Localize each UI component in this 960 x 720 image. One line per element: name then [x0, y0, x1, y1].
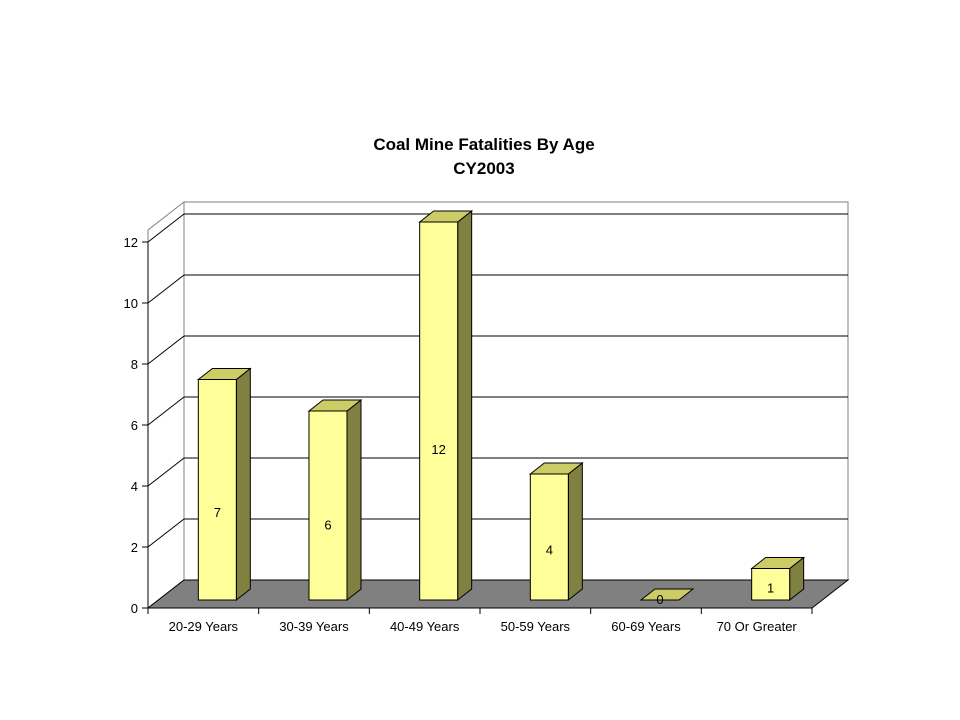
gridline-side — [147, 457, 185, 487]
x-tick-label: 70 Or Greater — [717, 619, 798, 634]
bar-top — [639, 588, 695, 601]
data-label: 1 — [767, 580, 774, 595]
bar-top — [418, 210, 474, 223]
bar-side — [346, 398, 362, 602]
gridline-side — [147, 518, 185, 548]
bar-front — [751, 568, 791, 601]
bar-front — [308, 410, 348, 601]
bar-top — [750, 557, 806, 569]
x-tick-label: 40-49 Years — [390, 619, 460, 634]
y-tick-label: 8 — [131, 357, 138, 372]
y-tick-label: 12 — [124, 235, 138, 250]
x-axis: 20-29 Years 30-39 Years 40-49 Years 50-59 Y… — [147, 607, 813, 634]
gridline-side — [147, 274, 185, 304]
y-tick-label: 6 — [131, 418, 138, 433]
bar-front — [197, 379, 237, 601]
bar — [750, 556, 806, 602]
y-tick-label: 2 — [131, 540, 138, 555]
chart-subtitle: CY2003 — [453, 159, 514, 178]
y-tick-label: 10 — [124, 296, 138, 311]
bar — [307, 398, 363, 602]
side-wall — [147, 200, 185, 610]
bar-side — [235, 367, 251, 602]
bar — [639, 588, 695, 601]
data-label: 4 — [546, 543, 553, 558]
bar-front — [529, 473, 569, 601]
x-tick-label: 30-39 Years — [279, 619, 349, 634]
x-tick-label: 50-59 Years — [501, 619, 571, 634]
y-tick-label: 4 — [131, 479, 138, 494]
floor — [146, 579, 850, 609]
bar-side — [567, 461, 583, 602]
bar — [418, 209, 474, 602]
y-tick-label: 0 — [131, 601, 138, 616]
bar — [196, 367, 252, 602]
bar-top — [196, 368, 252, 380]
data-label: 12 — [431, 442, 445, 457]
gridline-side — [147, 335, 185, 365]
x-tick-label: 60-69 Years — [611, 619, 681, 634]
bar-front — [419, 221, 459, 601]
data-labels: 7 6 12 4 0 1 — [214, 442, 775, 607]
data-label: 0 — [656, 592, 663, 607]
plot-floor — [146, 579, 850, 609]
bars — [196, 209, 806, 602]
plot-walls — [147, 200, 849, 610]
bar-top — [528, 462, 584, 475]
bar-top — [307, 399, 363, 412]
gridline-side — [147, 213, 185, 243]
gridline-side — [147, 396, 185, 426]
data-label: 7 — [214, 505, 221, 520]
bar — [528, 461, 584, 602]
chart-title: Coal Mine Fatalities By Age — [373, 135, 594, 154]
bar-side — [457, 209, 473, 602]
gridlines — [147, 213, 848, 548]
data-label: 6 — [324, 517, 331, 532]
y-axis: 0 2 4 6 8 10 12 — [124, 235, 149, 616]
x-tick-label: 20-29 Years — [169, 619, 239, 634]
back-wall — [183, 201, 849, 581]
